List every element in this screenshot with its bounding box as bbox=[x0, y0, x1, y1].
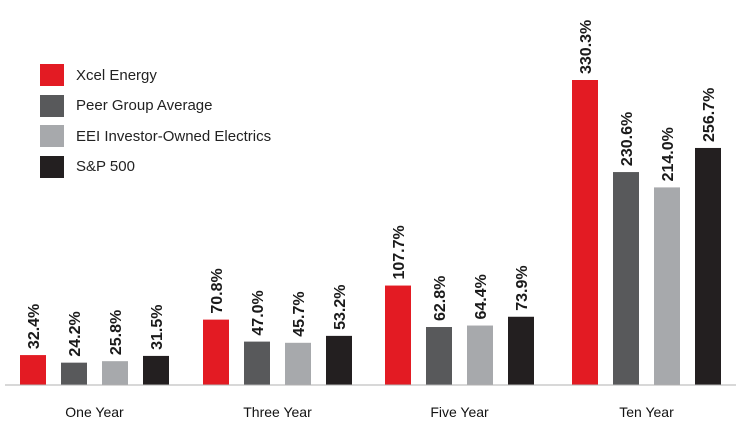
bar-eei-investor-owned-electrics-three-year bbox=[285, 342, 311, 385]
bar-sp-500-five-year bbox=[508, 316, 534, 385]
value-label-xcel-energy-five-year: 107.7% bbox=[391, 225, 408, 279]
category-label-five-year: Five Year bbox=[430, 404, 489, 420]
legend-label-sp-500: S&P 500 bbox=[76, 158, 135, 175]
legend-label-eei-investor-owned-electrics: EEI Investor-Owned Electrics bbox=[76, 127, 272, 145]
legend-label-xcel-energy: Xcel Energy bbox=[76, 66, 157, 84]
value-label-sp-500-three-year: 53.2% bbox=[332, 284, 349, 329]
bar-peer-group-average-one-year bbox=[61, 362, 87, 385]
bar-xcel-energy-ten-year bbox=[572, 80, 598, 385]
bar-xcel-energy-five-year bbox=[385, 285, 411, 385]
category-label-one-year: One Year bbox=[65, 404, 124, 420]
legend-swatch-sp-500 bbox=[40, 155, 64, 178]
bar-peer-group-average-five-year bbox=[426, 327, 452, 385]
value-label-peer-group-average-three-year: 47.0% bbox=[250, 290, 267, 335]
bar-xcel-energy-three-year bbox=[203, 319, 229, 385]
category-label-three-year: Three Year bbox=[243, 404, 312, 420]
legend-swatch-peer-group-average bbox=[40, 94, 64, 117]
legend-item-xcel-energy: Xcel Energy bbox=[40, 64, 271, 86]
value-label-eei-investor-owned-electrics-one-year: 25.8% bbox=[108, 310, 125, 355]
value-labels-layer: 32.4% 24.2% 25.8% 31.5% 70.8% 47.0% 45.7% 53.2%… bbox=[26, 20, 718, 357]
bar-sp-500-three-year bbox=[326, 335, 352, 385]
value-label-sp-500-five-year: 73.9% bbox=[514, 265, 531, 310]
legend-label-peer-group-average: Peer Group Average bbox=[76, 97, 213, 114]
value-label-peer-group-average-five-year: 62.8% bbox=[432, 276, 449, 321]
legend-item-sp-500: S&P 500 bbox=[40, 155, 271, 178]
value-label-sp-500-one-year: 31.5% bbox=[149, 305, 166, 350]
value-label-eei-investor-owned-electrics-ten-year: 214.0% bbox=[660, 127, 677, 181]
value-label-peer-group-average-one-year: 24.2% bbox=[67, 311, 84, 356]
value-label-xcel-energy-three-year: 70.8% bbox=[209, 268, 226, 313]
bar-xcel-energy-one-year bbox=[20, 355, 46, 385]
bar-sp-500-one-year bbox=[143, 355, 169, 385]
value-label-eei-investor-owned-electrics-three-year: 45.7% bbox=[291, 291, 308, 336]
bar-sp-500-ten-year bbox=[695, 147, 721, 385]
legend-item-eei-investor-owned-electrics: EEI Investor-Owned Electrics bbox=[40, 125, 271, 147]
category-labels-layer: One Year Three Year Five Year Ten Year bbox=[65, 404, 674, 420]
bar-eei-investor-owned-electrics-ten-year bbox=[654, 187, 680, 385]
category-label-ten-year: Ten Year bbox=[619, 404, 674, 420]
value-label-xcel-energy-ten-year: 330.3% bbox=[578, 20, 595, 74]
value-label-xcel-energy-one-year: 32.4% bbox=[26, 304, 43, 349]
legend: Xcel Energy Peer Group Average EEI Inves… bbox=[40, 64, 271, 186]
legend-item-peer-group-average: Peer Group Average bbox=[40, 94, 271, 117]
bar-peer-group-average-ten-year bbox=[613, 172, 639, 385]
bars-layer bbox=[20, 80, 721, 385]
value-label-sp-500-ten-year: 256.7% bbox=[701, 88, 718, 142]
legend-swatch-eei-investor-owned-electrics bbox=[40, 125, 64, 147]
bar-peer-group-average-three-year bbox=[244, 341, 270, 385]
value-label-eei-investor-owned-electrics-five-year: 64.4% bbox=[473, 274, 490, 319]
bar-eei-investor-owned-electrics-five-year bbox=[467, 325, 493, 385]
legend-swatch-xcel-energy bbox=[40, 64, 64, 86]
value-label-peer-group-average-ten-year: 230.6% bbox=[619, 112, 636, 166]
bar-eei-investor-owned-electrics-one-year bbox=[102, 361, 128, 385]
